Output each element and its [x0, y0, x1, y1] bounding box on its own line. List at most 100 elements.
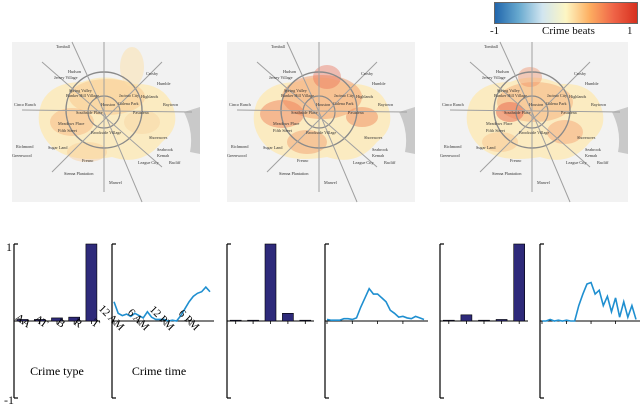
map-place-label: Spring Valley	[284, 88, 308, 93]
map-place-label: Brookside Village	[519, 130, 549, 135]
bar	[264, 243, 277, 322]
map-place-label: Sugar Land	[263, 145, 283, 150]
map-place-label: League City	[353, 160, 374, 165]
bar	[442, 319, 455, 322]
map-place-label: Crosby	[574, 71, 587, 76]
map-place-label: Bunker Hill Village	[281, 93, 314, 98]
map-place-label: Southside Place	[76, 110, 103, 115]
map-place-label: Crosby	[361, 71, 374, 76]
map-place-label: Jacinto City	[547, 93, 568, 98]
map-place-label: Fresno	[82, 158, 93, 163]
map-place-label: Cinco Ranch	[229, 102, 252, 107]
map-place-label: Tomball	[271, 44, 286, 49]
map-place-label: Bacliff	[384, 160, 396, 165]
series-line	[542, 281, 637, 322]
x-axis-title: Crime type	[30, 364, 84, 378]
map-place-label: Richmond	[16, 144, 34, 149]
bar	[513, 243, 526, 322]
map-place-label: Greenwood	[440, 153, 460, 158]
bar	[229, 319, 242, 322]
chart-5	[439, 243, 528, 399]
heat-hotspot	[69, 79, 145, 115]
map-place-label: Meadows Place	[273, 121, 300, 126]
map-place-label: Highlands	[569, 94, 587, 99]
bar-category-label: AT	[32, 313, 50, 331]
map-place-label: Jersey Village	[269, 75, 293, 80]
map-place-label: Manvel	[109, 180, 123, 185]
bar-category-label: AA	[13, 312, 33, 331]
bar	[478, 319, 490, 322]
heat-hotspot	[50, 108, 94, 136]
map-place-label: Richmond	[231, 144, 249, 149]
map-place-label: Kemah	[157, 153, 170, 158]
map-place-label: Houston	[101, 102, 116, 107]
chart-4	[324, 243, 428, 399]
map-place-label: Crosby	[146, 71, 159, 76]
map-place-label: Shoreacres	[364, 135, 383, 140]
map-place-label: Manvel	[537, 180, 551, 185]
map-place-label: Southside Place	[291, 110, 318, 115]
heat-hotspot	[313, 65, 341, 89]
series-line	[113, 285, 211, 322]
map-place-label: Richmond	[444, 144, 462, 149]
map-place-label: Tomball	[56, 44, 71, 49]
map-place-label: Brookside Village	[91, 130, 121, 135]
map-place-label: Jacinto City	[334, 93, 355, 98]
map-place-label: Seabrook	[585, 147, 602, 152]
bay-water	[612, 107, 628, 154]
map-place-label: Meadows Place	[486, 121, 513, 126]
heat-hotspot	[124, 110, 160, 134]
map-place-label: Galena Park	[118, 101, 139, 106]
map-place-label: Fifth Street	[486, 128, 506, 133]
bar	[299, 319, 312, 322]
colorbar-min-label: -1	[490, 25, 500, 37]
map-place-label: Hudson	[68, 69, 82, 74]
map-place-label: Bacliff	[169, 160, 181, 165]
heat-hotspot	[120, 47, 144, 87]
map-place-label: Tomball	[484, 44, 499, 49]
map-place-label: Bunker Hill Village	[66, 93, 99, 98]
map-place-label: Bunker Hill Village	[494, 93, 527, 98]
map-place-label: Humble	[157, 81, 171, 86]
chart-3	[226, 243, 314, 399]
map-place-label: Manvel	[324, 180, 338, 185]
map-place-label: Fresno	[510, 158, 521, 163]
time-tick-label: 6 PM	[176, 308, 202, 334]
map-place-label: Shoreacres	[577, 135, 596, 140]
map-place-label: Kemah	[372, 153, 385, 158]
map-place-label: Pasadena	[348, 110, 364, 115]
map-place-label: Jersey Village	[54, 75, 78, 80]
map-place-label: Baytown	[163, 102, 179, 107]
series-line	[326, 287, 425, 322]
highways	[236, 41, 408, 203]
bar	[460, 314, 473, 322]
map-place-label: Baytown	[591, 102, 607, 107]
map-place-label: Seabrook	[157, 147, 174, 152]
map-place-label: Sienna Plantation	[492, 171, 522, 176]
bar	[85, 243, 98, 322]
map-place-label: Pasadena	[133, 110, 149, 115]
bar	[495, 319, 508, 322]
map-place-label: Kemah	[585, 153, 598, 158]
map-place-label: Southside Place	[504, 110, 531, 115]
map-place-label: Fresno	[297, 158, 308, 163]
time-tick-label: 12 AM	[96, 303, 126, 333]
map-place-label: Bacliff	[597, 160, 609, 165]
map-place-label: Pasadena	[561, 110, 577, 115]
map-place-label: Jacinto City	[119, 93, 140, 98]
map-place-label: Houston	[316, 102, 331, 107]
heat-hotspot	[482, 132, 518, 152]
x-axis-title: Crime time	[132, 364, 186, 378]
map-place-label: Seabrook	[372, 147, 389, 152]
map-place-label: Houston	[529, 102, 544, 107]
chart-6	[539, 243, 640, 399]
colorbar-max-label: 1	[627, 25, 633, 37]
highways	[21, 41, 193, 203]
map-place-label: Spring Valley	[497, 88, 521, 93]
bar	[247, 319, 259, 322]
map-place-label: Cinco Ranch	[14, 102, 37, 107]
